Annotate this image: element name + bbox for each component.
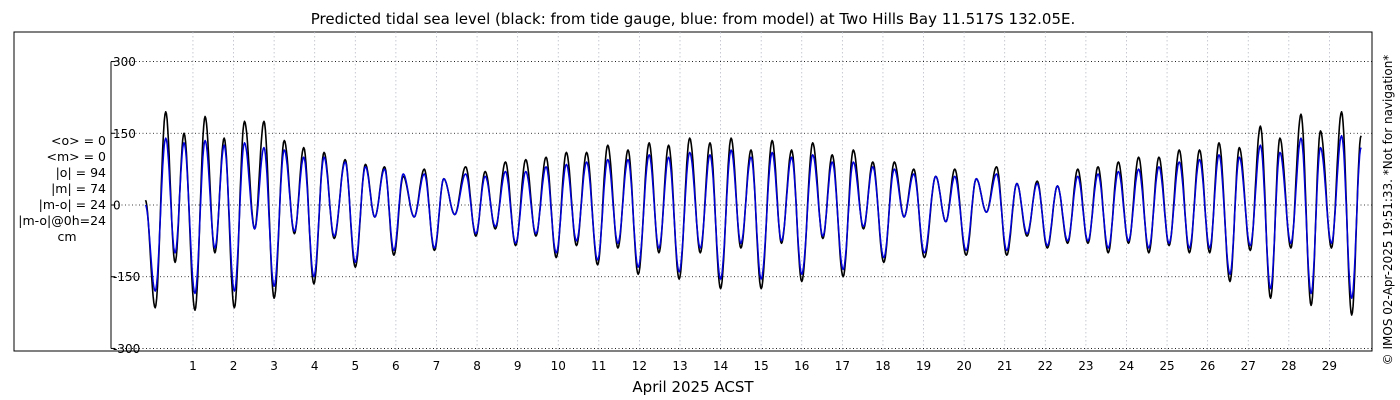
x-tick-label: 24 <box>1119 359 1134 373</box>
y-tick-label: 0 <box>113 199 121 213</box>
series-line-model <box>144 134 1362 299</box>
x-tick-label: 23 <box>1078 359 1093 373</box>
x-tick-label: 29 <box>1322 359 1337 373</box>
x-tick-label: 13 <box>672 359 687 373</box>
axes: 1 2 3 4 5 6 7 8 9 10 11 12 13 14 15 16 17 18 19 20 21 22 23 24 2… <box>110 55 1337 373</box>
chart-title: Predicted tidal sea level (black: from t… <box>310 10 1076 28</box>
x-tick-label: 11 <box>591 359 606 373</box>
x-tick-label: 12 <box>632 359 647 373</box>
x-tick-label: 20 <box>956 359 971 373</box>
y-tick-label: -150 <box>113 270 140 284</box>
stat-mean-observed: <o> = 0 <box>51 133 106 148</box>
x-tick-label: 6 <box>392 359 400 373</box>
stats-unit: cm <box>57 229 77 244</box>
x-tick-label: 22 <box>1038 359 1053 373</box>
y-tick-label: -300 <box>113 342 140 356</box>
x-tick-label: 4 <box>311 359 319 373</box>
x-tick-label: 9 <box>514 359 522 373</box>
x-tick-label: 21 <box>997 359 1012 373</box>
stat-abs-observed: |o| = 94 <box>55 165 106 180</box>
x-tick-label: 3 <box>270 359 278 373</box>
x-tick-label: 27 <box>1241 359 1256 373</box>
grid-lines <box>111 32 1372 351</box>
series-line-tide-gauge <box>144 111 1362 316</box>
x-tick-label: 25 <box>1159 359 1174 373</box>
x-tick-label: 1 <box>189 359 197 373</box>
stat-mean-model: <m> = 0 <box>46 149 107 164</box>
series-layer <box>144 111 1362 316</box>
x-tick-label: 28 <box>1281 359 1296 373</box>
x-tick-label: 2 <box>230 359 238 373</box>
x-tick-label: 7 <box>433 359 441 373</box>
x-tick-label: 18 <box>875 359 890 373</box>
y-tick-label: 150 <box>113 127 136 141</box>
x-tick-label: 19 <box>916 359 931 373</box>
stat-abs-model: |m| = 74 <box>51 181 106 196</box>
x-tick-label: 17 <box>835 359 850 373</box>
x-tick-label: 5 <box>351 359 359 373</box>
x-tick-label: 10 <box>551 359 566 373</box>
stat-abs-difference: |m-o| = 24 <box>38 197 106 212</box>
x-tick-label: 15 <box>754 359 769 373</box>
x-tick-label: 14 <box>713 359 728 373</box>
stat-abs-difference-0h: |m-o|@0h=24 <box>18 213 106 228</box>
x-tick-label: 8 <box>473 359 481 373</box>
x-axis-label: April 2025 ACST <box>632 378 754 396</box>
plot-frame <box>13 31 1373 352</box>
x-tick-label: 26 <box>1200 359 1215 373</box>
x-tick-label: 16 <box>794 359 809 373</box>
y-tick-label: 300 <box>113 55 136 69</box>
stats-panel: <o> = 0 <m> = 0 |o| = 94 |m| = 74 |m-o| … <box>10 133 110 245</box>
